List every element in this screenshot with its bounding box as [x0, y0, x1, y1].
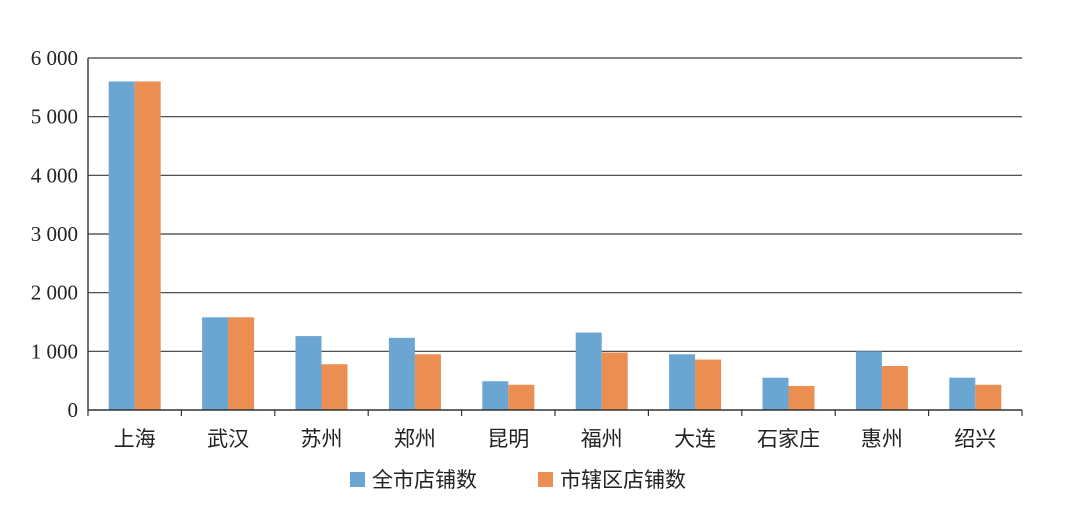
x-tick-label: 昆明 [487, 427, 529, 451]
bar-city-total-7 [762, 377, 789, 410]
legend-swatch [538, 472, 553, 487]
y-tick-label: 5 000 [31, 105, 78, 129]
bar-city-total-3 [388, 337, 415, 410]
bar-city-total-9 [949, 377, 976, 410]
x-tick-label: 石家庄 [757, 427, 820, 451]
legend: 全市店铺数 市辖区店铺数 [350, 468, 686, 492]
x-tick-label: 福州 [581, 427, 623, 451]
legend-swatch [350, 472, 365, 487]
y-tick-label: 3 000 [31, 222, 78, 246]
x-tick-label: 惠州 [861, 427, 903, 451]
x-tick-label: 武汉 [207, 427, 249, 451]
y-tick-label: 6 000 [31, 46, 78, 70]
x-tick-label: 大连 [674, 427, 716, 451]
bar-city-total-8 [855, 351, 882, 410]
x-tick-label: 苏州 [301, 427, 343, 451]
bar-urban-district-7 [788, 385, 815, 410]
bar-urban-district-2 [321, 364, 348, 410]
bar-city-total-0 [108, 81, 135, 410]
bar-urban-district-6 [695, 359, 722, 410]
bar-urban-district-3 [414, 354, 441, 410]
bars [108, 81, 1002, 410]
bar-city-total-1 [202, 317, 229, 410]
bar-city-total-4 [482, 381, 509, 410]
gridlines [88, 57, 1022, 352]
y-tick-label: 1 000 [31, 339, 78, 363]
x-tick-label: 绍兴 [954, 427, 996, 451]
bar-urban-district-5 [601, 352, 628, 410]
bar-city-total-5 [575, 332, 602, 410]
bar-urban-district-4 [508, 384, 535, 410]
x-tick-labels: 上海 武汉 苏州 郑州 昆明 福州 大连 石家庄 惠州 绍兴 [114, 427, 997, 451]
y-tick-label: 0 [68, 398, 79, 422]
bar-urban-district-0 [134, 81, 161, 410]
x-tick-label: 郑州 [394, 427, 436, 451]
axes [87, 58, 1023, 416]
y-tick-labels: 0 1 000 2 000 3 000 4 000 5 000 6 000 [31, 46, 78, 422]
bar-urban-district-8 [881, 366, 908, 410]
bar-city-total-6 [669, 354, 696, 410]
x-tick-label: 上海 [114, 427, 156, 451]
y-tick-label: 2 000 [31, 281, 78, 305]
bar-city-total-2 [295, 336, 322, 410]
legend-label: 市辖区店铺数 [560, 468, 686, 492]
y-tick-label: 4 000 [31, 163, 78, 187]
bar-urban-district-9 [975, 384, 1002, 410]
bar-urban-district-1 [228, 317, 255, 410]
legend-label: 全市店铺数 [372, 468, 477, 492]
